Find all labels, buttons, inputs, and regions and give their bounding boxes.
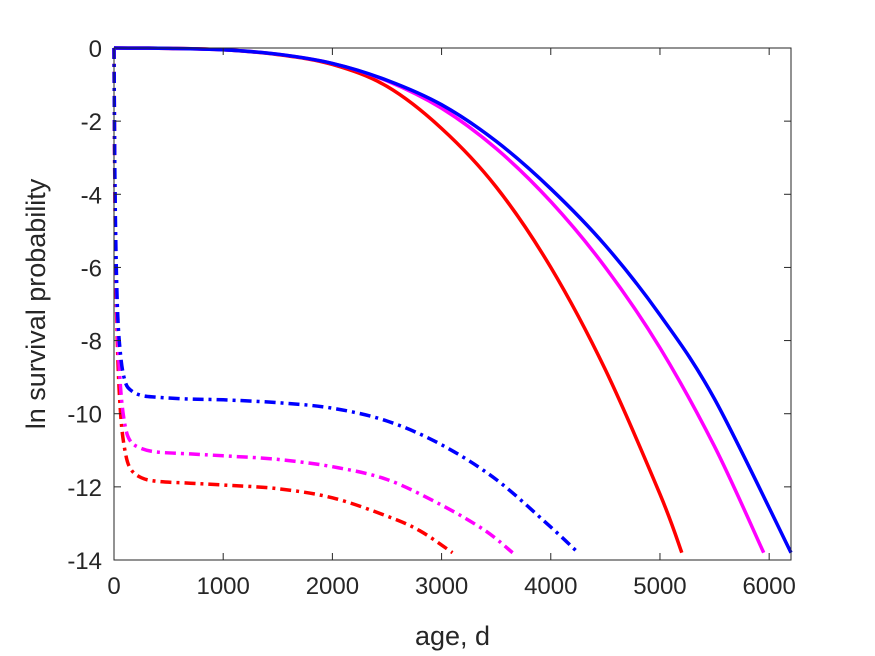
x-tick-label: 4000 [524, 573, 577, 600]
dashdot-series-line-5 [112, 47, 580, 554]
y-tick-label: -14 [67, 548, 102, 575]
plot-frame [113, 47, 792, 561]
x-axis-title: age, d [415, 621, 490, 651]
y-tick-label: -2 [81, 109, 102, 136]
y-tick-label: -8 [81, 329, 102, 356]
x-tick-label: 0 [107, 573, 120, 600]
series-layer [112, 46, 793, 555]
y-tick-label: -10 [67, 402, 102, 429]
x-tick-label: 3000 [415, 573, 468, 600]
solid-series-line-2 [113, 46, 793, 554]
y-tick-label: -12 [67, 475, 102, 502]
x-tick-label: 2000 [306, 573, 359, 600]
x-tick-label: 6000 [742, 573, 795, 600]
y-tick-label: 0 [89, 36, 102, 63]
x-tick-label: 1000 [196, 573, 249, 600]
y-tick-label: -4 [81, 182, 102, 209]
y-axis-title: ln survival probability [21, 178, 51, 429]
x-tick-label: 5000 [633, 573, 686, 600]
ticks-layer: 0 1000 2000 3000 4000 5000 6000 0 -2 -4 -6 -8 -10 -12… [67, 36, 796, 600]
y-tick-label: -6 [81, 255, 102, 282]
